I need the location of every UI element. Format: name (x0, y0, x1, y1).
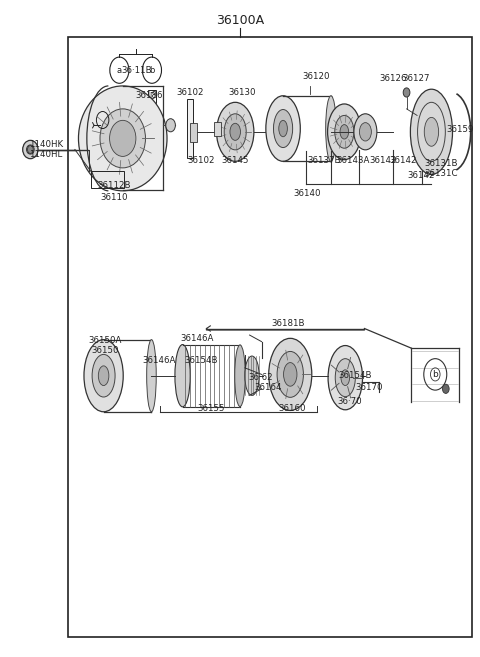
Text: D: D (149, 92, 155, 101)
Ellipse shape (78, 86, 167, 191)
Bar (214, 122, 221, 137)
Ellipse shape (245, 356, 259, 396)
Bar (190, 124, 197, 142)
Bar (68, 37, 472, 637)
Ellipse shape (328, 346, 362, 410)
Text: 36102: 36102 (187, 156, 215, 165)
Ellipse shape (327, 104, 361, 160)
Text: 1140HL: 1140HL (29, 150, 63, 158)
Ellipse shape (175, 344, 190, 407)
Text: 36100A: 36100A (216, 14, 264, 27)
Text: 36154B: 36154B (338, 371, 372, 380)
Ellipse shape (92, 354, 115, 397)
Circle shape (403, 88, 410, 97)
Ellipse shape (266, 96, 300, 162)
Ellipse shape (216, 102, 254, 162)
Ellipse shape (147, 340, 156, 412)
Text: b: b (432, 370, 438, 379)
Text: 36127: 36127 (402, 74, 430, 83)
Ellipse shape (84, 340, 123, 412)
Text: 36120: 36120 (303, 72, 330, 81)
Ellipse shape (424, 118, 439, 147)
Ellipse shape (284, 363, 297, 386)
Ellipse shape (274, 110, 293, 148)
Ellipse shape (277, 351, 303, 397)
Text: b: b (149, 66, 155, 75)
Text: a: a (117, 66, 122, 75)
Ellipse shape (224, 114, 246, 150)
Text: 36131B: 36131B (424, 159, 458, 168)
Ellipse shape (100, 109, 145, 168)
Text: 36131C: 36131C (424, 170, 458, 178)
Text: 36160: 36160 (278, 404, 305, 413)
Text: 36159: 36159 (446, 125, 474, 133)
Ellipse shape (109, 120, 136, 156)
Ellipse shape (335, 116, 354, 148)
Text: 36186: 36186 (135, 91, 163, 101)
Text: 1140HK: 1140HK (29, 141, 63, 149)
Text: 36130: 36130 (228, 88, 256, 97)
Text: 36154B: 36154B (184, 356, 217, 365)
Ellipse shape (354, 114, 377, 150)
Ellipse shape (235, 345, 245, 407)
Ellipse shape (325, 96, 336, 162)
Text: 36155: 36155 (198, 404, 225, 413)
Text: 36·62: 36·62 (248, 373, 273, 382)
Ellipse shape (341, 370, 349, 386)
Text: 36150: 36150 (91, 346, 119, 355)
Ellipse shape (26, 145, 34, 154)
Text: 36142: 36142 (389, 156, 417, 165)
Text: 36164: 36164 (254, 383, 281, 392)
Bar (148, 90, 156, 103)
Text: 36126: 36126 (379, 74, 407, 83)
Text: 36181B: 36181B (271, 319, 305, 328)
Ellipse shape (26, 145, 34, 154)
Text: 36142: 36142 (407, 171, 435, 179)
Text: 36150A: 36150A (88, 336, 122, 345)
Text: 36145: 36145 (221, 156, 249, 165)
Ellipse shape (279, 120, 288, 137)
Circle shape (443, 384, 449, 394)
Ellipse shape (410, 89, 453, 174)
Ellipse shape (360, 123, 372, 141)
Text: 36112B: 36112B (98, 181, 132, 190)
Text: 36143A: 36143A (336, 156, 370, 165)
Bar (91, 171, 124, 187)
Text: 36146A: 36146A (142, 356, 175, 365)
Ellipse shape (230, 124, 240, 141)
Ellipse shape (269, 338, 312, 411)
Text: 36142: 36142 (370, 156, 397, 165)
Ellipse shape (23, 141, 37, 158)
Circle shape (166, 119, 175, 132)
Bar (187, 99, 193, 158)
Ellipse shape (98, 366, 109, 386)
Text: 36137B: 36137B (307, 156, 340, 165)
Text: 36102: 36102 (176, 88, 204, 97)
Text: 36170: 36170 (356, 383, 383, 392)
Text: 36146A: 36146A (180, 334, 214, 344)
Text: 36110: 36110 (101, 193, 128, 202)
Text: 36·11B: 36·11B (122, 66, 153, 76)
Ellipse shape (23, 141, 38, 159)
Text: 36140: 36140 (293, 189, 321, 198)
Ellipse shape (340, 125, 348, 139)
Text: 36·70: 36·70 (338, 397, 362, 407)
Ellipse shape (335, 359, 355, 397)
Circle shape (27, 146, 33, 154)
